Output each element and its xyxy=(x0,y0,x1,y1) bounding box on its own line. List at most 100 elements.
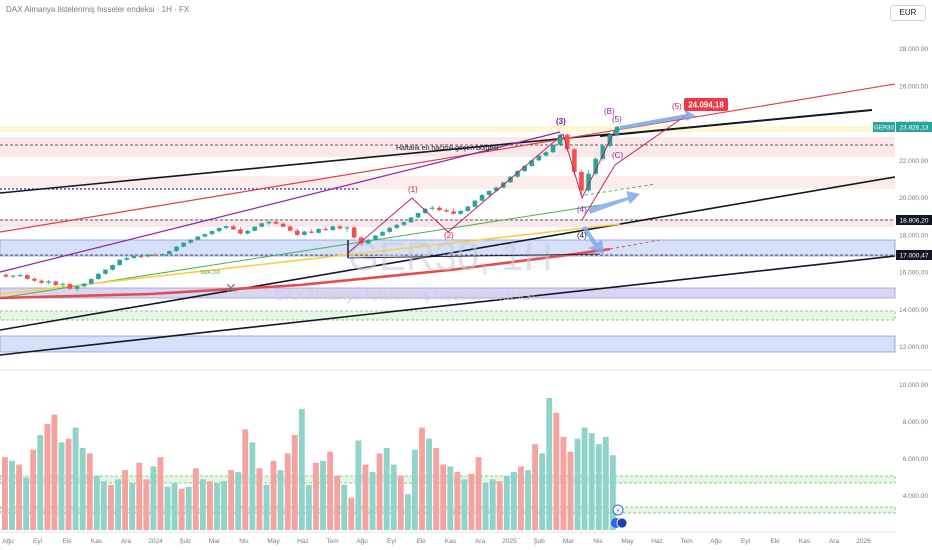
candle xyxy=(124,256,130,262)
candle xyxy=(46,279,51,285)
time-tick: Mar xyxy=(563,538,575,545)
candle xyxy=(536,154,542,162)
volume-bar xyxy=(518,466,524,530)
lightning-icon[interactable] xyxy=(612,504,624,516)
time-tick: Eki xyxy=(62,538,71,545)
wave-label-c: (C) xyxy=(612,151,623,160)
price-tick: 28.000,00 xyxy=(899,46,928,53)
candle xyxy=(74,285,80,292)
trend-line-red xyxy=(0,83,896,233)
time-tick: Nis xyxy=(593,538,603,545)
time-tick: Kas xyxy=(445,538,457,545)
watermark-symbol: GER30, 1H xyxy=(348,235,553,279)
candle xyxy=(174,246,179,252)
candle xyxy=(152,252,158,257)
time-tick: Kas xyxy=(91,538,103,545)
zone-blue-2 xyxy=(0,335,896,353)
volume-bar xyxy=(2,457,8,530)
zone-red-low xyxy=(0,219,895,227)
volume-bar xyxy=(496,481,503,530)
wave-projection xyxy=(581,113,689,221)
candle xyxy=(344,225,350,232)
candle xyxy=(358,235,364,247)
candle xyxy=(181,242,186,248)
price-tick: 22.000,00 xyxy=(899,158,928,165)
volume-bar xyxy=(532,444,539,530)
volume-bar xyxy=(404,494,411,530)
candle xyxy=(259,222,265,228)
volume-bar xyxy=(313,462,319,530)
price-tick: 12.000,00 xyxy=(899,344,928,351)
volume-bar xyxy=(546,397,553,530)
candle xyxy=(401,221,407,227)
volume-bar xyxy=(235,471,242,530)
level-2-badge xyxy=(896,250,932,260)
volume-bar xyxy=(93,475,100,530)
volume-tick: 8.000,00 xyxy=(903,419,929,426)
volume-bar xyxy=(397,475,404,530)
volume-axis[interactable]: 10.000,00 8.000,00 6.000,00 4.000,00 xyxy=(899,382,928,500)
level-1-price: 18.806,20 xyxy=(900,218,929,225)
zone-red-mid xyxy=(0,176,895,189)
candle xyxy=(614,125,620,137)
candle xyxy=(202,233,208,238)
volume-bar xyxy=(150,466,157,530)
volume-bar xyxy=(475,457,482,530)
time-tick: Kas xyxy=(799,538,811,545)
volume-bar xyxy=(30,449,37,530)
candle xyxy=(223,225,229,230)
sma-label: SMA 200 xyxy=(200,270,221,276)
watermark-name: DAX Almanya listelenmiş hisseler endeksi xyxy=(275,287,535,303)
volume-bar xyxy=(468,473,475,530)
volume-bar xyxy=(242,429,249,530)
candle xyxy=(600,143,606,161)
candle xyxy=(25,273,30,280)
svg-text:⚡: ⚡ xyxy=(616,507,621,515)
x-marker-icon: ✕ xyxy=(225,281,237,297)
time-tick: 2024 xyxy=(148,538,163,545)
volume-bar xyxy=(525,470,531,530)
wave-label-5: (5) xyxy=(612,115,622,124)
time-axis[interactable]: Ağu Eyl Eki Kas Ara 2024 Şub Mar Nis May Haz Tem Ağu… xyxy=(0,531,895,545)
candle xyxy=(53,280,59,287)
candle xyxy=(458,209,463,215)
time-tick: Tem xyxy=(326,538,338,545)
candle xyxy=(579,170,584,197)
volume-bar xyxy=(270,460,277,530)
volume-bar xyxy=(461,479,468,530)
candle xyxy=(287,224,293,232)
time-tick: Haz xyxy=(297,538,309,545)
price-axis[interactable]: 28.000,0026.000,0024.000,0022.000,0020.0… xyxy=(899,46,928,351)
volume-bar xyxy=(9,460,15,530)
symbol-tag-badge xyxy=(873,122,895,132)
volume-bar xyxy=(581,427,588,530)
volume-bar xyxy=(327,451,334,530)
currency-button[interactable]: EUR xyxy=(890,5,926,21)
event-icon-2[interactable] xyxy=(616,517,628,529)
volume-bar xyxy=(369,471,376,530)
volume-bar xyxy=(44,423,51,530)
volume-bar xyxy=(199,479,206,530)
volume-bar xyxy=(108,484,114,530)
candle xyxy=(380,231,385,237)
volume-bars xyxy=(2,397,616,530)
time-tick: Eyl xyxy=(387,538,397,545)
level-1-badge xyxy=(896,215,932,225)
candle xyxy=(479,194,485,202)
volume-bar xyxy=(609,455,616,530)
volume-bar xyxy=(588,433,595,530)
volume-bar xyxy=(16,464,23,530)
volume-bar xyxy=(291,434,298,530)
candle xyxy=(557,133,563,147)
time-tick: Mar xyxy=(209,538,221,545)
volume-bar xyxy=(136,462,143,530)
candle xyxy=(88,278,94,285)
candle xyxy=(60,282,66,288)
candle xyxy=(330,225,336,231)
volume-bar xyxy=(454,471,461,530)
candle xyxy=(131,255,137,260)
wave-label-4b: (4) xyxy=(577,231,587,240)
trend-line-upper-black-2 xyxy=(599,109,873,137)
candle xyxy=(387,227,392,234)
